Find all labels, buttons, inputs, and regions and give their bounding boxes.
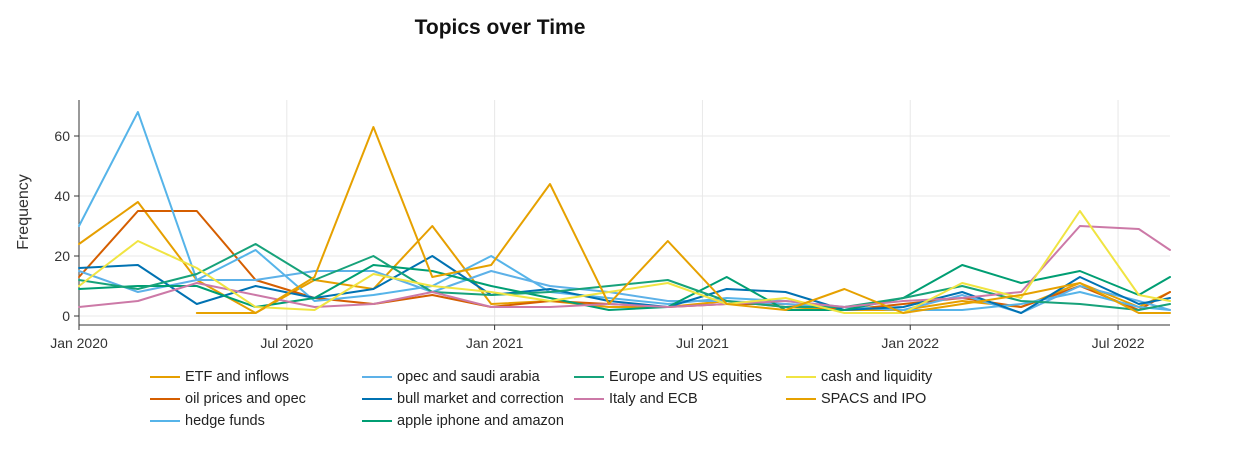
- legend-swatch: [150, 376, 180, 378]
- grid: [78, 100, 1170, 325]
- series-line-hedge-funds[interactable]: [78, 111, 1171, 311]
- legend-label: hedge funds: [185, 413, 265, 429]
- x-tick-label: Jan 2020: [50, 335, 108, 351]
- x-tick-label: Jan 2022: [881, 335, 939, 351]
- y-tick-label: 60: [54, 128, 70, 144]
- legend-item[interactable]: ETF and inflows: [150, 367, 289, 387]
- axes: Frequency: [15, 100, 1170, 326]
- series-line-bull-market-and-correction[interactable]: [78, 255, 1171, 314]
- legend-swatch: [362, 398, 392, 400]
- x-tick-label: Jul 2020: [260, 335, 313, 351]
- series-line-apple-iphone-and-amazon[interactable]: [78, 264, 1171, 311]
- legend-item[interactable]: SPACS and IPO: [786, 389, 926, 409]
- legend-label: oil prices and opec: [185, 391, 306, 407]
- legend-swatch: [150, 420, 180, 422]
- series-line-italy-and-ecb[interactable]: [78, 225, 1171, 308]
- y-tick-label: 20: [54, 248, 70, 264]
- legend-swatch: [362, 376, 392, 378]
- legend-label: opec and saudi arabia: [397, 369, 540, 385]
- y-axis-title: Frequency: [15, 174, 32, 250]
- x-tick-label: Jul 2022: [1092, 335, 1145, 351]
- ticks: 0 20 40 60 Jan 2020 Jul 2020 Jan 2021 Jul 2021 J…: [50, 128, 1145, 351]
- legend-item[interactable]: Italy and ECB: [574, 389, 698, 409]
- legend-label: apple iphone and amazon: [397, 413, 564, 429]
- legend-swatch: [574, 376, 604, 378]
- series-lines: [78, 111, 1171, 314]
- legend-swatch: [362, 420, 392, 422]
- x-tick-label: Jan 2021: [466, 335, 524, 351]
- x-tick-label: Jul 2021: [676, 335, 729, 351]
- legend-swatch: [150, 398, 180, 400]
- legend-label: cash and liquidity: [821, 369, 933, 385]
- legend-swatch: [786, 398, 816, 400]
- legend-item[interactable]: bull market and correction: [362, 389, 564, 409]
- legend-item[interactable]: apple iphone and amazon: [362, 411, 564, 431]
- series-line-spacs-and-ipo[interactable]: [195, 126, 1171, 314]
- legend-label: SPACS and IPO: [821, 391, 927, 407]
- legend-item[interactable]: cash and liquidity: [786, 367, 932, 387]
- legend-item[interactable]: oil prices and opec: [150, 389, 306, 409]
- legend-label: ETF and inflows: [185, 369, 289, 385]
- legend-label: Italy and ECB: [609, 391, 698, 407]
- chart-title: Topics over Time: [414, 16, 586, 39]
- legend-item[interactable]: opec and saudi arabia: [362, 367, 540, 387]
- legend-item[interactable]: hedge funds: [150, 411, 265, 431]
- legend-label: bull market and correction: [397, 391, 564, 407]
- legend-swatch: [574, 398, 604, 400]
- series-line-europe-and-us-equities[interactable]: [78, 243, 1171, 311]
- y-tick-label: 40: [54, 188, 70, 204]
- y-tick-label: 0: [62, 308, 70, 324]
- legend-swatch: [786, 376, 816, 378]
- legend-item[interactable]: Europe and US equities: [574, 367, 762, 387]
- legend-label: Europe and US equities: [609, 369, 763, 385]
